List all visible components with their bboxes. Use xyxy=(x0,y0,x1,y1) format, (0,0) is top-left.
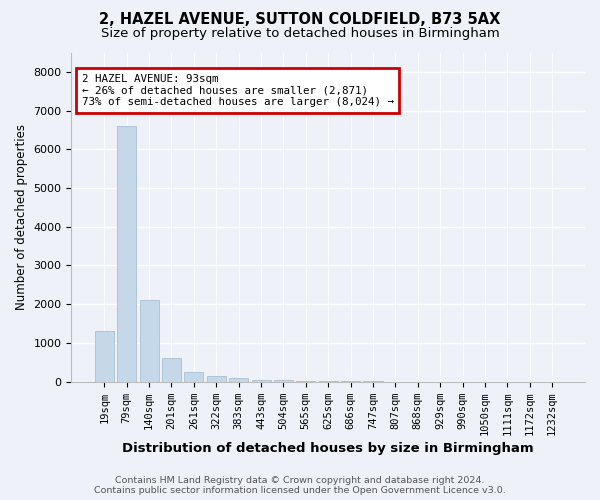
X-axis label: Distribution of detached houses by size in Birmingham: Distribution of detached houses by size … xyxy=(122,442,534,455)
Text: 2 HAZEL AVENUE: 93sqm
← 26% of detached houses are smaller (2,871)
73% of semi-d: 2 HAZEL AVENUE: 93sqm ← 26% of detached … xyxy=(82,74,394,107)
Bar xyxy=(162,358,181,382)
Text: Size of property relative to detached houses in Birmingham: Size of property relative to detached ho… xyxy=(101,28,499,40)
Bar xyxy=(95,332,114,382)
Bar xyxy=(140,300,158,382)
Y-axis label: Number of detached properties: Number of detached properties xyxy=(15,124,28,310)
Bar xyxy=(207,376,226,382)
Text: 2, HAZEL AVENUE, SUTTON COLDFIELD, B73 5AX: 2, HAZEL AVENUE, SUTTON COLDFIELD, B73 5… xyxy=(100,12,500,28)
Text: Contains HM Land Registry data © Crown copyright and database right 2024.
Contai: Contains HM Land Registry data © Crown c… xyxy=(94,476,506,495)
Bar xyxy=(229,378,248,382)
Bar xyxy=(117,126,136,382)
Bar xyxy=(274,380,293,382)
Bar xyxy=(251,380,271,382)
Bar xyxy=(184,372,203,382)
Bar xyxy=(296,381,316,382)
